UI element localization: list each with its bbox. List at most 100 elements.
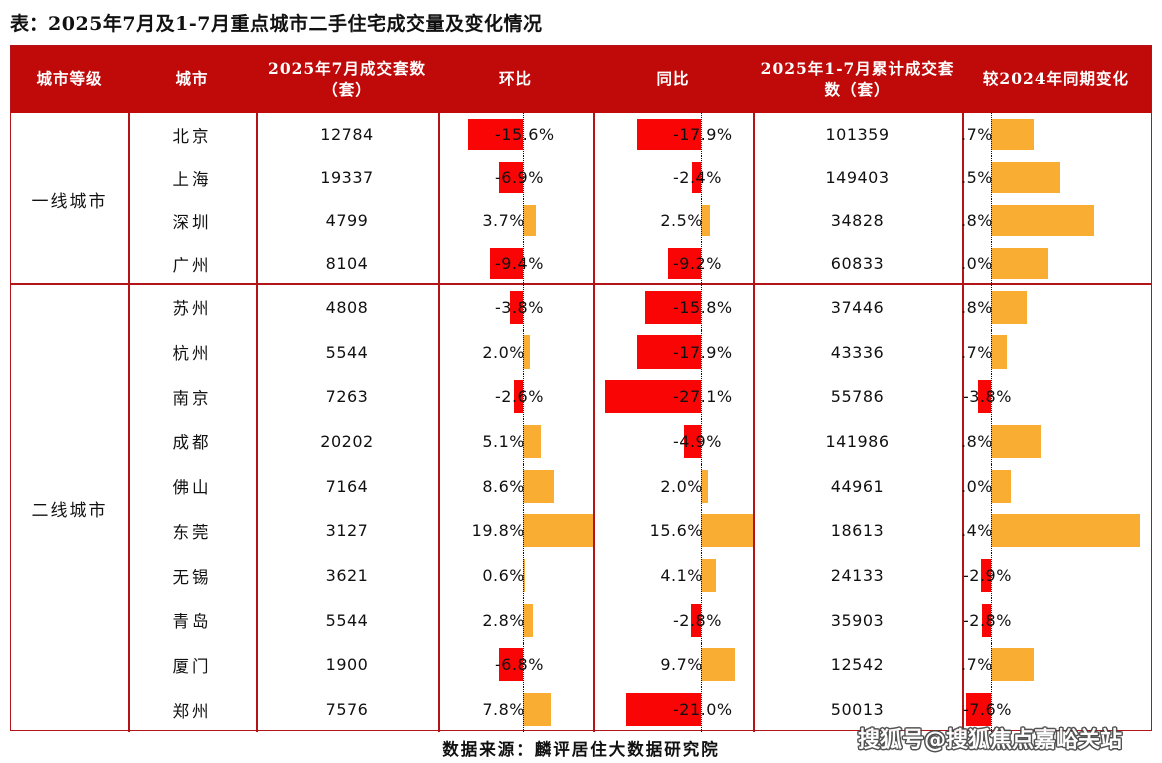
cell-city: 北京 bbox=[128, 113, 256, 156]
cell-jul-volume: 12784 bbox=[256, 113, 438, 156]
page-title-text: 2025年7月及1-7月重点城市二手住宅成交量及变化情况 bbox=[48, 9, 542, 36]
cell-yoy-label: -9.2% bbox=[673, 242, 753, 285]
cell-city: 苏州 bbox=[128, 285, 256, 330]
cell-jul-volume-text: 5544 bbox=[326, 343, 369, 362]
cell-yoy-cum: -2.8% bbox=[962, 598, 1150, 643]
tier-group-second: 二线城市苏州480837446-3.8%-15.8%10.8%杭州5544433… bbox=[11, 285, 1151, 732]
cell-jul-volume-text: 5544 bbox=[326, 611, 369, 630]
cell-cum-volume-text: 141986 bbox=[825, 432, 889, 451]
bar-positive bbox=[991, 470, 1011, 503]
cell-mom-label: -3.8% bbox=[495, 285, 593, 330]
cell-yoy: -2.4% bbox=[593, 156, 753, 199]
data-table: 城市等级城市2025年7月成交套数（套）环比同比2025年1-7月累计成交套数（… bbox=[10, 45, 1152, 731]
cell-cum-volume: 43336 bbox=[753, 330, 962, 375]
column-header-tier: 城市等级 bbox=[11, 46, 128, 113]
cell-mom: 5.1% bbox=[438, 419, 593, 464]
bar-positive bbox=[523, 693, 551, 726]
cell-yoy-label: 4.1% bbox=[593, 553, 703, 598]
bar-positive bbox=[991, 248, 1048, 280]
cell-yoy-label: -17.9% bbox=[673, 330, 753, 375]
cell-jul-volume-text: 3621 bbox=[326, 566, 369, 585]
cell-yoy-cum: 20.5% bbox=[962, 156, 1150, 199]
watermark: 搜狐号@搜狐焦点嘉峪关站 bbox=[858, 720, 1158, 756]
cell-yoy-cum: 14.8% bbox=[962, 419, 1150, 464]
cell-cum-volume-text: 35903 bbox=[831, 611, 884, 630]
cell-mom: 3.7% bbox=[438, 199, 593, 242]
cell-jul-volume-text: 20202 bbox=[320, 432, 373, 451]
table-row: 青岛5544359032.8%-2.8%-2.8% bbox=[11, 598, 1151, 643]
cell-jul-volume: 7164 bbox=[256, 464, 438, 509]
cell-cum-volume: 141986 bbox=[753, 419, 962, 464]
table-row: 南京726355786-2.6%-27.1%-3.8% bbox=[11, 374, 1151, 419]
cell-mom-label: -6.9% bbox=[495, 156, 593, 199]
column-header-vol: 2025年7月成交套数（套） bbox=[256, 46, 438, 113]
cell-yoy-cum-label: -2.9% bbox=[963, 553, 1150, 598]
cell-mom-label: 2.0% bbox=[438, 330, 525, 375]
cell-jul-volume: 20202 bbox=[256, 419, 438, 464]
cell-cum-volume-text: 34828 bbox=[831, 211, 884, 230]
cell-yoy-cum: 30.8% bbox=[962, 199, 1150, 242]
cell-jul-volume: 5544 bbox=[256, 330, 438, 375]
cell-yoy: -27.1% bbox=[593, 374, 753, 419]
cell-yoy-cum: 6.0% bbox=[962, 464, 1150, 509]
cell-city-text: 厦门 bbox=[173, 653, 212, 677]
cell-yoy-label: -2.8% bbox=[673, 598, 753, 643]
cell-yoy: 9.7% bbox=[593, 643, 753, 688]
cell-jul-volume-text: 19337 bbox=[320, 168, 373, 187]
cell-mom-label: 19.8% bbox=[438, 509, 525, 554]
cell-city: 广州 bbox=[128, 242, 256, 285]
cell-yoy-cum: 4.7% bbox=[962, 330, 1150, 375]
cell-mom-label: 0.6% bbox=[438, 553, 525, 598]
cell-jul-volume: 4799 bbox=[256, 199, 438, 242]
cell-mom: -9.4% bbox=[438, 242, 593, 285]
cell-mom: 7.8% bbox=[438, 687, 593, 732]
cell-yoy-label: 2.0% bbox=[593, 464, 703, 509]
cell-mom: 2.8% bbox=[438, 598, 593, 643]
cell-city: 厦门 bbox=[128, 643, 256, 688]
cell-yoy-label: -17.9% bbox=[673, 113, 753, 156]
cell-mom: -6.9% bbox=[438, 156, 593, 199]
cell-yoy-cum: 10.8% bbox=[962, 285, 1150, 330]
cell-jul-volume-text: 3127 bbox=[326, 521, 369, 540]
bar-positive bbox=[991, 514, 1140, 547]
cell-mom-label: 8.6% bbox=[438, 464, 525, 509]
cell-cum-volume: 55786 bbox=[753, 374, 962, 419]
table-row: 广州810460833-9.4%-9.2%17.0% bbox=[11, 242, 1151, 285]
cell-mom-label: -15.6% bbox=[495, 113, 593, 156]
cell-cum-volume-text: 43336 bbox=[831, 343, 884, 362]
bar-positive bbox=[991, 648, 1034, 681]
cell-cum-volume: 12542 bbox=[753, 643, 962, 688]
cell-cum-volume-text: 24133 bbox=[831, 566, 884, 585]
cell-yoy-label: -2.4% bbox=[673, 156, 753, 199]
cell-mom-label: -6.8% bbox=[495, 643, 593, 688]
table-row: 苏州480837446-3.8%-15.8%10.8% bbox=[11, 285, 1151, 330]
table-row: 佛山7164449618.6%2.0%6.0% bbox=[11, 464, 1151, 509]
bar-positive bbox=[523, 470, 554, 503]
bar-positive bbox=[701, 559, 716, 592]
table-row: 杭州 5544 43336 2.0% -17.9% 4.7% bbox=[11, 330, 1151, 375]
cell-yoy-label: -4.9% bbox=[673, 419, 753, 464]
bar-positive bbox=[701, 648, 735, 681]
cell-yoy-cum: -2.9% bbox=[962, 553, 1150, 598]
cell-yoy: -15.8% bbox=[593, 285, 753, 330]
cell-jul-volume-text: 8104 bbox=[326, 254, 369, 273]
cell-yoy-cum-label: 30.8% bbox=[962, 199, 993, 242]
cell-yoy-cum-label: 17.0% bbox=[962, 242, 993, 285]
cell-jul-volume-text: 7576 bbox=[326, 700, 369, 719]
cell-yoy-label: -27.1% bbox=[673, 374, 753, 419]
cell-yoy-cum-label: 20.5% bbox=[962, 156, 993, 199]
cell-jul-volume-text: 4808 bbox=[326, 298, 369, 317]
cell-yoy-label: 15.6% bbox=[593, 509, 703, 554]
bar-positive bbox=[991, 119, 1034, 151]
cell-yoy-label: 9.7% bbox=[593, 643, 703, 688]
data-source-note: 数据来源：麟评居住大数据研究院 bbox=[442, 736, 720, 760]
cell-city-text: 杭州 bbox=[173, 340, 212, 364]
cell-mom-label: 3.7% bbox=[438, 199, 525, 242]
cell-city: 上海 bbox=[128, 156, 256, 199]
cell-yoy: 4.1% bbox=[593, 553, 753, 598]
cell-jul-volume: 19337 bbox=[256, 156, 438, 199]
cell-mom: -3.8% bbox=[438, 285, 593, 330]
cell-yoy-cum-label: -3.8% bbox=[963, 374, 1150, 419]
column-header-chg: 较2024年同期变化 bbox=[962, 46, 1150, 113]
column-header-city: 城市 bbox=[128, 46, 256, 113]
